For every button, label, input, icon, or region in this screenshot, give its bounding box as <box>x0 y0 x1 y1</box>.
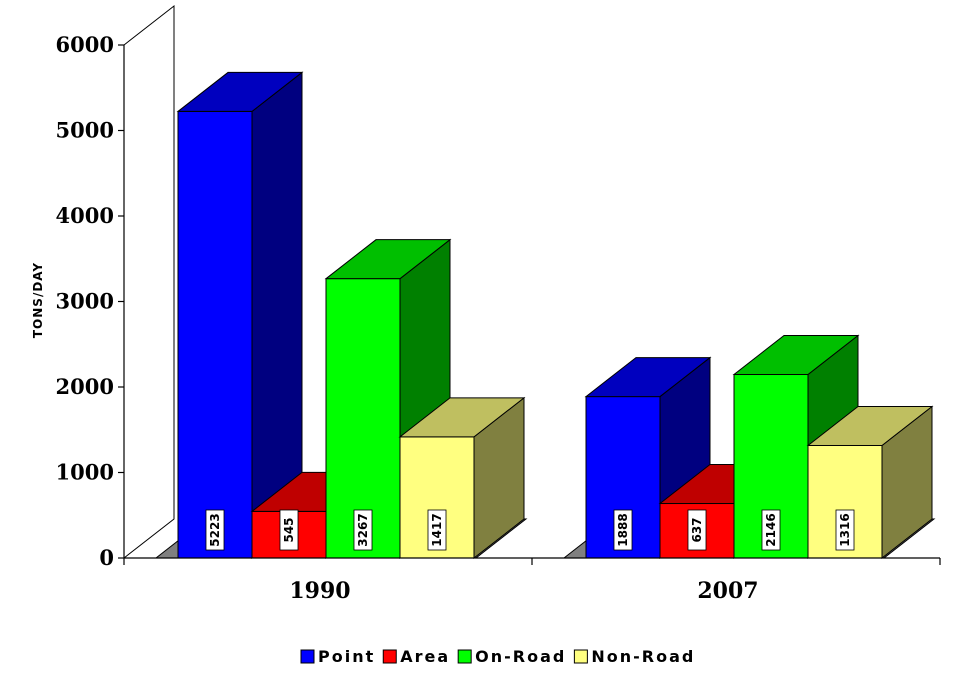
data-label-box <box>427 509 447 551</box>
legend-label: Area <box>400 647 450 666</box>
bar-top <box>398 397 526 438</box>
bar-top <box>732 335 860 376</box>
x-tick-label-1990: 1990 <box>289 578 350 604</box>
x-tick-label-2007: 2007 <box>697 578 758 604</box>
data-label: 637 <box>690 517 704 542</box>
chart-walls <box>123 4 175 559</box>
y-tick-label: 3000 <box>56 289 114 314</box>
bar-point-1990: 5223 <box>176 71 304 560</box>
data-label-box <box>835 509 855 551</box>
y-tick-label: 6000 <box>56 32 114 57</box>
bar-top <box>324 239 452 280</box>
y-tick-label: 0 <box>99 545 114 570</box>
data-label-box <box>761 509 781 551</box>
data-label-box <box>353 509 373 551</box>
data-label: 5223 <box>208 513 222 546</box>
bar-non-road-2007: 1316 <box>806 405 934 560</box>
data-label: 545 <box>282 517 296 542</box>
data-label-box <box>279 509 299 551</box>
bar-front <box>177 110 253 559</box>
chart-side-wall <box>123 4 175 559</box>
legend-swatch <box>382 649 397 664</box>
legend-item-point: Point <box>300 647 375 666</box>
bars: 5223 545 3267 1417 1888 637 2146 1316 <box>176 71 934 560</box>
legend-label: Non-Road <box>591 647 695 666</box>
bar-top <box>806 405 934 446</box>
legend-item-non-road: Non-Road <box>573 647 695 666</box>
data-label: 2146 <box>764 513 778 546</box>
y-axis-ticks: 0 1000 2000 3000 4000 5000 6000 <box>56 32 124 570</box>
legend: Point Area On-Road Non-Road <box>295 643 765 671</box>
data-label-box <box>205 509 225 551</box>
legend-label: On-Road <box>475 647 566 666</box>
data-label: 3267 <box>356 513 370 546</box>
bar-top <box>584 357 712 398</box>
data-label: 1417 <box>430 513 444 546</box>
y-tick-label: 5000 <box>56 118 114 143</box>
legend-swatch <box>457 649 472 664</box>
legend-swatch <box>573 649 588 664</box>
y-tick-label: 2000 <box>56 374 114 399</box>
bar-non-road-1990: 1417 <box>398 396 526 560</box>
legend-swatch <box>300 649 315 664</box>
x-axis-ticks: 1990 2007 <box>123 558 941 604</box>
data-label-box <box>613 509 633 551</box>
bar-top <box>176 71 304 112</box>
legend-box <box>295 643 765 671</box>
y-axis-label: TONS/DAY <box>31 262 45 338</box>
data-label-box <box>687 509 707 551</box>
data-label: 1316 <box>838 513 852 546</box>
y-tick-label: 4000 <box>56 203 114 228</box>
y-tick-label: 1000 <box>56 460 114 485</box>
legend-item-area: Area <box>382 647 450 666</box>
legend-item-on-road: On-Road <box>457 647 566 666</box>
data-label: 1888 <box>616 513 630 546</box>
legend-label: Point <box>318 647 375 666</box>
